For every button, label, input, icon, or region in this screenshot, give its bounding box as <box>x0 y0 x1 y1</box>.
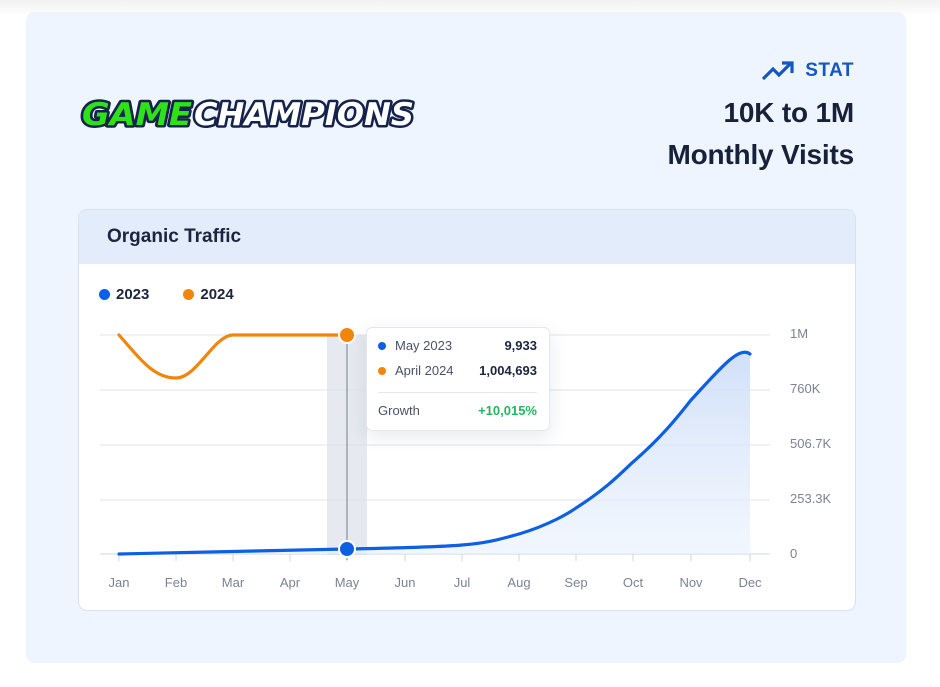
x-tick-label: Jun <box>394 575 416 590</box>
x-tick-label: Aug <box>507 575 531 590</box>
tooltip-dot-2023 <box>378 341 386 350</box>
line-chart[interactable] <box>79 210 855 610</box>
x-ticks <box>118 554 751 561</box>
legend-item-2024[interactable]: 2024 <box>183 286 234 303</box>
y-tick-label: 760K <box>790 381 821 396</box>
y-tick-label: 1M <box>790 326 809 341</box>
hover-point-2024[interactable] <box>338 326 356 344</box>
legend-dot-2023 <box>99 289 110 300</box>
stat-headline-1: 10K to 1M <box>723 97 855 128</box>
tooltip-label-2023: May 2023 <box>395 338 453 353</box>
series-2024-line[interactable] <box>117 333 349 380</box>
organic-traffic-card: Organic Traffic 2023 2024 <box>78 209 856 611</box>
tooltip-growth-row: Growth +10,015% <box>378 403 537 418</box>
tooltip-value-2024: 1,004,693 <box>479 363 537 378</box>
chart-tooltip: May 2023 9,933 April 2024 1,004,693 Grow… <box>366 327 550 431</box>
stat-tag-label: STAT <box>805 60 854 81</box>
x-tick-label: Feb <box>164 575 188 590</box>
legend-item-2023[interactable]: 2023 <box>99 286 149 303</box>
tooltip-divider <box>378 392 537 393</box>
stat-headline-2: Monthly Visits <box>667 139 855 170</box>
x-tick-label: Dec <box>738 575 762 590</box>
x-tick-label: Jan <box>108 575 130 590</box>
tooltip-growth-label: Growth <box>378 403 420 418</box>
stat-block: STAT 10K to 1M Monthly Visits <box>668 58 855 176</box>
hover-point-2023[interactable] <box>338 540 356 558</box>
x-tick-label: Jul <box>453 575 471 590</box>
series-2023-area <box>119 352 750 554</box>
card-title: Organic Traffic <box>107 226 242 247</box>
tooltip-label-2024: April 2024 <box>395 363 454 378</box>
stat-tag: STAT <box>668 58 855 84</box>
x-tick-label: Nov <box>679 575 703 590</box>
x-tick-label: Mar <box>221 575 245 590</box>
y-tick-label: 0 <box>790 546 798 561</box>
series-2023-line[interactable] <box>117 350 752 556</box>
x-tick-label: Apr <box>279 575 301 590</box>
logo-champions-text: CHAMPIONS <box>194 97 414 130</box>
tooltip-dot-2024 <box>378 366 386 375</box>
top-shadow <box>0 0 940 14</box>
legend-dot-2024 <box>183 289 195 300</box>
tooltip-row-2023: May 2023 9,933 <box>378 338 537 353</box>
y-tick-label: 253.3K <box>790 491 832 506</box>
tooltip-growth-value: +10,015% <box>478 403 537 418</box>
legend-label-2023: 2023 <box>116 286 150 303</box>
card-header: Organic Traffic <box>79 210 855 264</box>
y-tick-label: 506.7K <box>790 436 832 451</box>
legend-label-2024: 2024 <box>200 286 234 303</box>
tooltip-row-2024: April 2024 1,004,693 <box>378 363 537 378</box>
x-tick-label: Sep <box>564 575 588 590</box>
trending-up-icon <box>762 61 794 81</box>
game-champions-logo: GAME CHAMPIONS <box>80 96 417 130</box>
chart-legend: 2023 2024 <box>99 286 234 303</box>
tooltip-value-2023: 9,933 <box>504 338 537 353</box>
x-tick-label: Oct <box>622 575 644 590</box>
logo-game-text: GAME <box>82 97 192 130</box>
x-tick-label: May <box>334 575 360 590</box>
